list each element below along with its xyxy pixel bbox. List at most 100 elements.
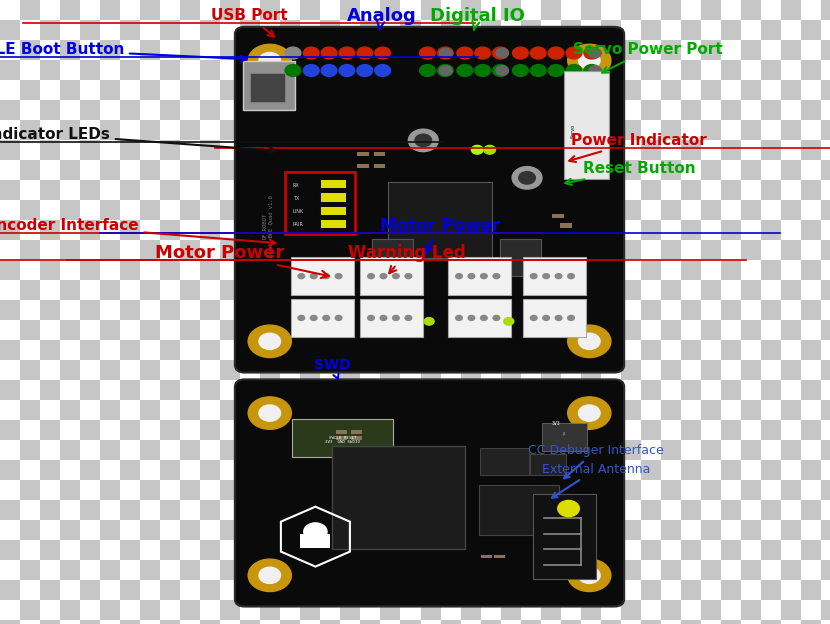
Text: Power Indicator: Power Indicator xyxy=(569,133,707,162)
Circle shape xyxy=(286,47,300,59)
FancyBboxPatch shape xyxy=(235,379,624,607)
FancyBboxPatch shape xyxy=(372,239,413,276)
Circle shape xyxy=(380,274,387,278)
Circle shape xyxy=(588,66,602,76)
Circle shape xyxy=(248,44,291,77)
Text: CC Debuger Interface: CC Debuger Interface xyxy=(528,444,664,479)
Text: Encoder Interface: Encoder Interface xyxy=(0,218,276,245)
FancyBboxPatch shape xyxy=(564,71,609,179)
Bar xyxy=(321,220,346,228)
Text: Servo: Servo xyxy=(570,124,575,138)
Circle shape xyxy=(437,47,453,59)
Circle shape xyxy=(405,274,412,278)
Text: SWCLK RESET
3V3  GND SWDIO: SWCLK RESET 3V3 GND SWDIO xyxy=(325,436,360,444)
Circle shape xyxy=(310,274,317,278)
Bar xyxy=(357,164,369,168)
Circle shape xyxy=(286,64,300,76)
Bar xyxy=(300,534,330,548)
Circle shape xyxy=(457,47,473,59)
Circle shape xyxy=(496,66,509,76)
Bar xyxy=(494,555,505,558)
Circle shape xyxy=(298,316,305,321)
Circle shape xyxy=(496,48,509,58)
FancyBboxPatch shape xyxy=(360,257,423,295)
Circle shape xyxy=(481,316,487,321)
Circle shape xyxy=(339,64,355,76)
Circle shape xyxy=(335,274,342,278)
Circle shape xyxy=(393,274,399,278)
Bar xyxy=(481,555,492,558)
Text: PAIR: PAIR xyxy=(293,222,304,227)
Circle shape xyxy=(512,167,542,189)
Bar xyxy=(336,436,347,440)
Circle shape xyxy=(513,47,529,59)
Bar xyxy=(351,436,362,440)
FancyBboxPatch shape xyxy=(523,257,586,295)
Circle shape xyxy=(475,64,491,76)
Circle shape xyxy=(493,64,508,76)
Circle shape xyxy=(468,316,475,321)
Circle shape xyxy=(456,274,462,278)
Circle shape xyxy=(493,274,500,278)
Circle shape xyxy=(424,318,434,325)
Circle shape xyxy=(405,316,412,321)
FancyBboxPatch shape xyxy=(235,27,624,373)
Text: Motor Power: Motor Power xyxy=(380,217,500,253)
Circle shape xyxy=(339,47,355,59)
Text: Digital IO: Digital IO xyxy=(430,7,525,30)
Circle shape xyxy=(579,405,600,421)
Bar xyxy=(374,164,385,168)
Circle shape xyxy=(493,316,500,321)
Circle shape xyxy=(248,325,291,358)
Circle shape xyxy=(357,47,373,59)
Circle shape xyxy=(415,134,432,147)
FancyBboxPatch shape xyxy=(332,446,465,549)
Text: LINK: LINK xyxy=(293,209,305,214)
FancyBboxPatch shape xyxy=(500,239,541,276)
FancyBboxPatch shape xyxy=(243,61,295,110)
Circle shape xyxy=(248,397,291,429)
Circle shape xyxy=(420,64,435,76)
Circle shape xyxy=(555,274,562,278)
Bar xyxy=(560,223,572,228)
Text: Reset Button: Reset Button xyxy=(565,161,696,185)
Bar xyxy=(351,430,362,434)
Text: SWD: SWD xyxy=(314,358,350,379)
Circle shape xyxy=(368,274,374,278)
Circle shape xyxy=(259,52,281,69)
Circle shape xyxy=(584,64,600,76)
Circle shape xyxy=(380,316,387,321)
FancyBboxPatch shape xyxy=(292,419,393,457)
Text: DF·ROBOT
Romeo BLE Quad v1.0: DF·ROBOT Romeo BLE Quad v1.0 xyxy=(262,195,274,257)
FancyBboxPatch shape xyxy=(250,73,285,102)
Text: 3V3: 3V3 xyxy=(552,421,560,426)
Bar xyxy=(321,207,346,215)
Circle shape xyxy=(475,47,491,59)
Circle shape xyxy=(304,64,319,76)
Circle shape xyxy=(568,559,611,592)
Circle shape xyxy=(298,274,305,278)
Circle shape xyxy=(543,274,549,278)
Circle shape xyxy=(321,47,337,59)
Circle shape xyxy=(568,316,574,321)
Circle shape xyxy=(504,318,514,325)
FancyBboxPatch shape xyxy=(480,448,529,475)
Circle shape xyxy=(368,316,374,321)
FancyBboxPatch shape xyxy=(290,299,354,337)
Circle shape xyxy=(484,145,496,154)
Circle shape xyxy=(530,47,546,59)
Circle shape xyxy=(566,47,582,59)
Circle shape xyxy=(530,316,537,321)
Text: BLE Boot Button: BLE Boot Button xyxy=(0,42,247,62)
Circle shape xyxy=(584,47,600,59)
Text: TX: TX xyxy=(293,196,300,201)
Circle shape xyxy=(310,316,317,321)
Circle shape xyxy=(335,316,342,321)
Circle shape xyxy=(568,44,611,77)
Circle shape xyxy=(568,325,611,358)
Bar xyxy=(552,214,564,218)
FancyBboxPatch shape xyxy=(290,257,354,295)
Circle shape xyxy=(248,559,291,592)
FancyBboxPatch shape xyxy=(533,494,596,579)
Circle shape xyxy=(588,48,602,58)
